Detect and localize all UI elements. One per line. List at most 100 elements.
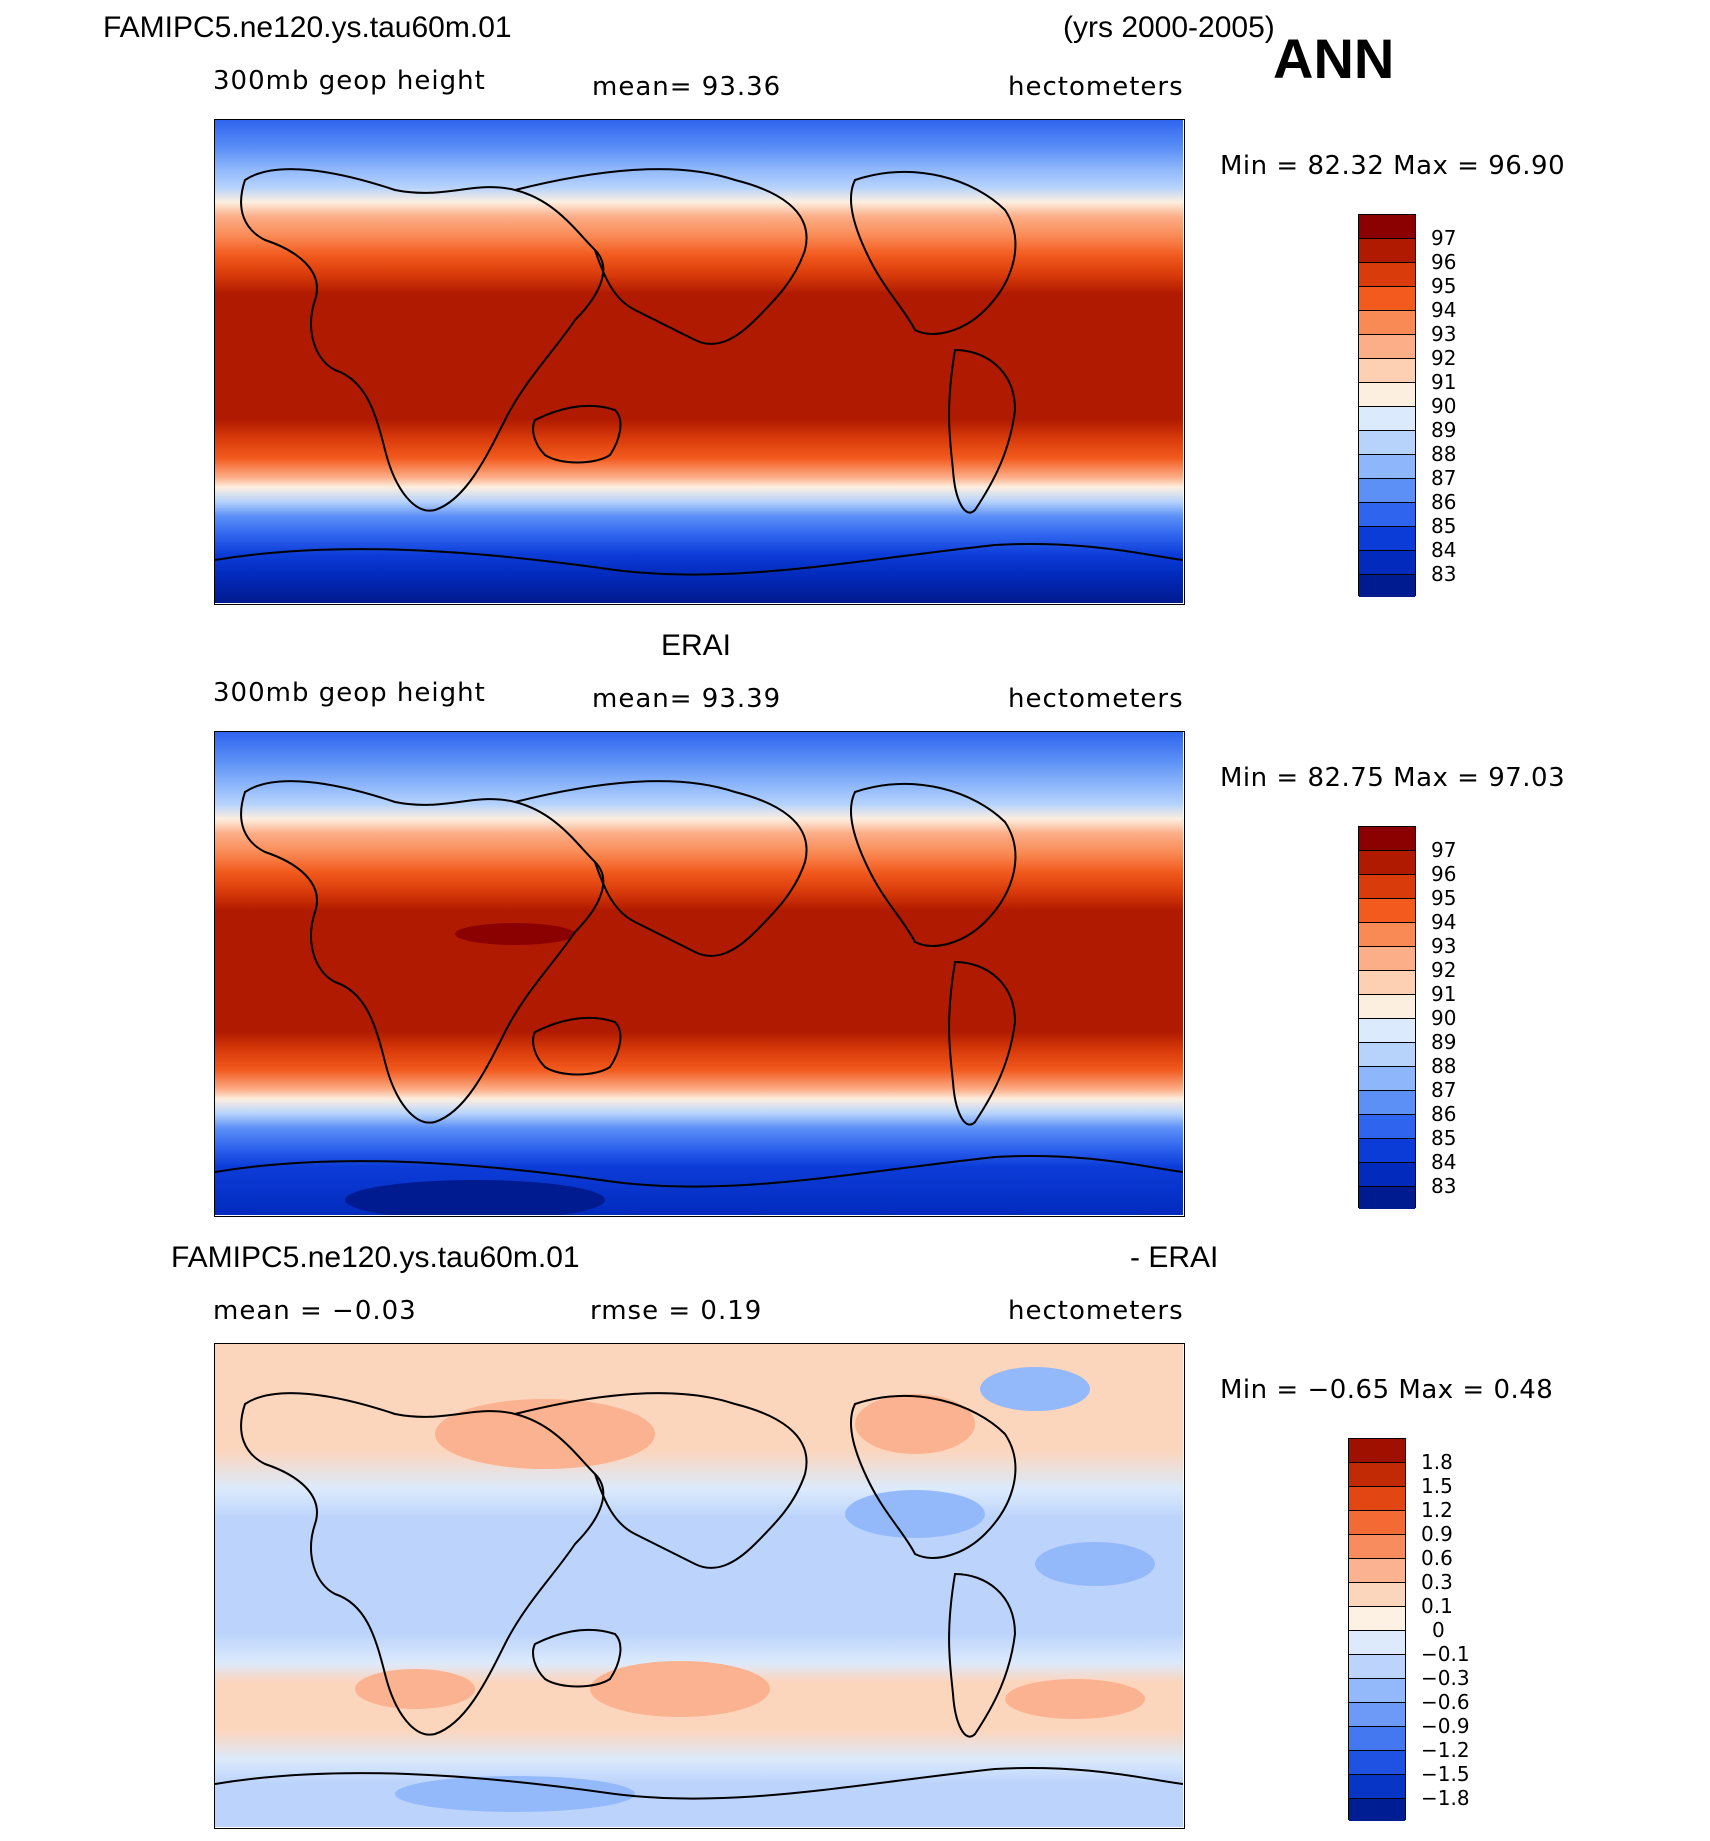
panel3-tick: 1.5 bbox=[1421, 1474, 1453, 1498]
panel3-colorbar-box bbox=[1349, 1511, 1405, 1535]
panel3-tick: −1.8 bbox=[1421, 1786, 1470, 1810]
panel3-minmax: Min = −0.65 Max = 0.48 bbox=[1220, 1375, 1554, 1405]
panel2-colorbar-box bbox=[1359, 827, 1415, 851]
panel3-case-title: FAMIPC5.ne120.ys.tau60m.01 bbox=[171, 1241, 580, 1274]
panel1-colorbar-box bbox=[1359, 263, 1415, 287]
panel1-tick: 86 bbox=[1431, 490, 1457, 514]
panel2-colorbar-box bbox=[1359, 1163, 1415, 1187]
panel3-colorbar-box bbox=[1349, 1559, 1405, 1583]
panel2-minmax: Min = 82.75 Max = 97.03 bbox=[1220, 763, 1566, 793]
panel2-units: hectometers bbox=[1008, 684, 1184, 714]
panel3-map-svg bbox=[215, 1344, 1183, 1827]
panel3-tick: 1.2 bbox=[1421, 1498, 1453, 1522]
panel2-tick: 85 bbox=[1431, 1126, 1457, 1150]
panel2-map-svg bbox=[215, 732, 1183, 1215]
panel2-map bbox=[214, 731, 1185, 1217]
panel2-colorbar-box bbox=[1359, 923, 1415, 947]
panel1-colorbar-box bbox=[1359, 239, 1415, 263]
panel3-colorbar-box bbox=[1349, 1463, 1405, 1487]
panel1-tick: 88 bbox=[1431, 442, 1457, 466]
panel2-coastlines bbox=[215, 780, 1183, 1188]
panel2-tick: 87 bbox=[1431, 1078, 1457, 1102]
panel2-mean: mean= 93.39 bbox=[592, 684, 782, 714]
season-label: ANN bbox=[1273, 27, 1395, 90]
panel3-tick: 0.1 bbox=[1421, 1594, 1453, 1618]
panel2-tick: 93 bbox=[1431, 934, 1457, 958]
panel2-colorbar-box bbox=[1359, 1187, 1415, 1209]
years-label: (yrs 2000-2005) bbox=[1063, 11, 1275, 44]
panel1-tick: 96 bbox=[1431, 250, 1457, 274]
panel1-colorbar-box bbox=[1359, 335, 1415, 359]
case-title: FAMIPC5.ne120.ys.tau60m.01 bbox=[103, 11, 512, 44]
panel3-tick: 0 bbox=[1432, 1618, 1445, 1642]
panel2-title: ERAI bbox=[661, 629, 732, 662]
panel2-colorbar-box bbox=[1359, 1091, 1415, 1115]
panel1-tick: 85 bbox=[1431, 514, 1457, 538]
panel1-tick: 87 bbox=[1431, 466, 1457, 490]
panel1-tick: 94 bbox=[1431, 298, 1457, 322]
panel1-colorbar-box bbox=[1359, 407, 1415, 431]
panel2-colorbar-box bbox=[1359, 995, 1415, 1019]
panel1-colorbar-box bbox=[1359, 575, 1415, 597]
panel1-tick: 95 bbox=[1431, 274, 1457, 298]
panel2-colorbar-box bbox=[1359, 1043, 1415, 1067]
panel1-tick: 92 bbox=[1431, 346, 1457, 370]
panel1-colorbar-box bbox=[1359, 359, 1415, 383]
panel3-colorbar-box bbox=[1349, 1655, 1405, 1679]
panel3-colorbar-box bbox=[1349, 1487, 1405, 1511]
panel1-minmax: Min = 82.32 Max = 96.90 bbox=[1220, 151, 1566, 181]
panel2-colorbar-box bbox=[1359, 971, 1415, 995]
panel2-colorbar-box bbox=[1359, 947, 1415, 971]
panel3-tick: 0.6 bbox=[1421, 1546, 1453, 1570]
panel1-colorbar-box bbox=[1359, 455, 1415, 479]
panel3-colorbar-box bbox=[1349, 1439, 1405, 1463]
panel2-colorbar-box bbox=[1359, 875, 1415, 899]
panel2-tick: 89 bbox=[1431, 1030, 1457, 1054]
panel2-tick: 91 bbox=[1431, 982, 1457, 1006]
panel2-field-label: 300mb geop height bbox=[213, 678, 486, 708]
panel1-units: hectometers bbox=[1008, 72, 1184, 102]
panel3-tick: −1.2 bbox=[1421, 1738, 1470, 1762]
panel3-tick: −1.5 bbox=[1421, 1762, 1470, 1786]
panel3-colorbar-box bbox=[1349, 1607, 1405, 1631]
panel3-colorbar-box bbox=[1349, 1583, 1405, 1607]
panel3-minus-label: - ERAI bbox=[1130, 1241, 1219, 1274]
panel3-tick: −0.9 bbox=[1421, 1714, 1470, 1738]
panel1-tick: 97 bbox=[1431, 226, 1457, 250]
panel3-colorbar-box bbox=[1349, 1727, 1405, 1751]
panel3-colorbar-box bbox=[1349, 1799, 1405, 1821]
panel1-colorbar-box bbox=[1359, 215, 1415, 239]
panel2-colorbar-box bbox=[1359, 1019, 1415, 1043]
panel1-colorbar-box bbox=[1359, 479, 1415, 503]
panel2-tick: 84 bbox=[1431, 1150, 1457, 1174]
panel3-colorbar-box bbox=[1349, 1775, 1405, 1799]
panel1-colorbar-box bbox=[1359, 551, 1415, 575]
panel2-tick: 97 bbox=[1431, 838, 1457, 862]
panel2-colorbar-box bbox=[1359, 899, 1415, 923]
panel3-colorbar-box bbox=[1349, 1631, 1405, 1655]
panel2-tick: 86 bbox=[1431, 1102, 1457, 1126]
panel3-colorbar bbox=[1348, 1438, 1406, 1821]
panel3-tick: 0.3 bbox=[1421, 1570, 1453, 1594]
panel2-tick: 96 bbox=[1431, 862, 1457, 886]
panel3-units: hectometers bbox=[1008, 1296, 1184, 1326]
panel1-colorbar-box bbox=[1359, 431, 1415, 455]
panel1-field-label: 300mb geop height bbox=[213, 66, 486, 96]
panel2-tick: 95 bbox=[1431, 886, 1457, 910]
panel1-tick: 83 bbox=[1431, 562, 1457, 586]
panel1-colorbar-box bbox=[1359, 383, 1415, 407]
panel1-colorbar-box bbox=[1359, 311, 1415, 335]
panel1-colorbar-box bbox=[1359, 287, 1415, 311]
panel3-rmse: rmse = 0.19 bbox=[590, 1296, 763, 1326]
panel3-map bbox=[214, 1343, 1185, 1829]
panel1-tick: 89 bbox=[1431, 418, 1457, 442]
panel3-coastlines bbox=[215, 1392, 1183, 1800]
panel2-tick: 83 bbox=[1431, 1174, 1457, 1198]
panel3-tick: −0.3 bbox=[1421, 1666, 1470, 1690]
panel2-tick: 94 bbox=[1431, 910, 1457, 934]
panel3-tick: −0.1 bbox=[1421, 1642, 1470, 1666]
panel1-tick: 84 bbox=[1431, 538, 1457, 562]
panel2-colorbar-box bbox=[1359, 1067, 1415, 1091]
panel3-mean: mean = −0.03 bbox=[213, 1296, 417, 1326]
panel3-colorbar-box bbox=[1349, 1535, 1405, 1559]
